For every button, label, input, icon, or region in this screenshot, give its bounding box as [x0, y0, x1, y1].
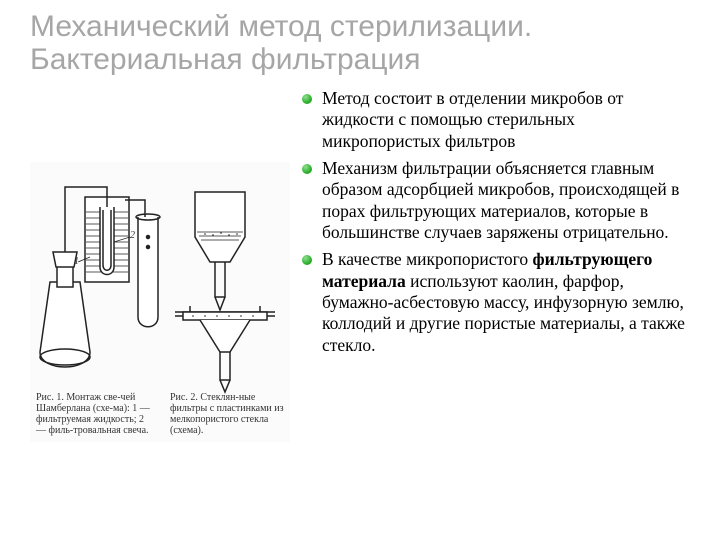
figure-column: 1 2 Рис. 1. Монтаж све-чей Шамберлана (с…: [30, 84, 290, 520]
bullet-text: Механизм фильтрации объясняется главным …: [322, 158, 679, 242]
bullet-text-prefix: В качестве микропористого: [322, 249, 533, 269]
diagram-label-1: 1: [74, 256, 79, 267]
title-line-1: Механический метод стерилизации.: [30, 10, 532, 43]
list-item: Метод состоит в отделении микробов от жи…: [300, 88, 690, 152]
diagram-label-2: 2: [130, 230, 135, 241]
bullet-text: Метод состоит в отделении микробов от жи…: [322, 88, 623, 151]
figure-caption-1: Рис. 1. Монтаж све-чей Шамберлана (схе-м…: [36, 392, 156, 436]
slide-root: Механический метод стерилизации. Бактери…: [0, 0, 720, 540]
content-area: 1 2 Рис. 1. Монтаж све-чей Шамберлана (с…: [30, 84, 690, 520]
slide-title: Механический метод стерилизации. Бактери…: [30, 10, 690, 76]
filtration-diagram: 1 2 Рис. 1. Монтаж све-чей Шамберлана (с…: [30, 162, 290, 442]
figure-caption-2: Рис. 2. Стеклян-ные фильтры с пластинкам…: [170, 392, 285, 436]
title-line-2: Бактериальная фильтрация: [30, 43, 421, 76]
list-item: В качестве микропористого фильтрующего м…: [300, 249, 690, 356]
list-item: Механизм фильтрации объясняется главным …: [300, 158, 690, 243]
bullet-list: Метод состоит в отделении микробов от жи…: [300, 88, 690, 356]
text-column: Метод состоит в отделении микробов от жи…: [300, 84, 690, 520]
